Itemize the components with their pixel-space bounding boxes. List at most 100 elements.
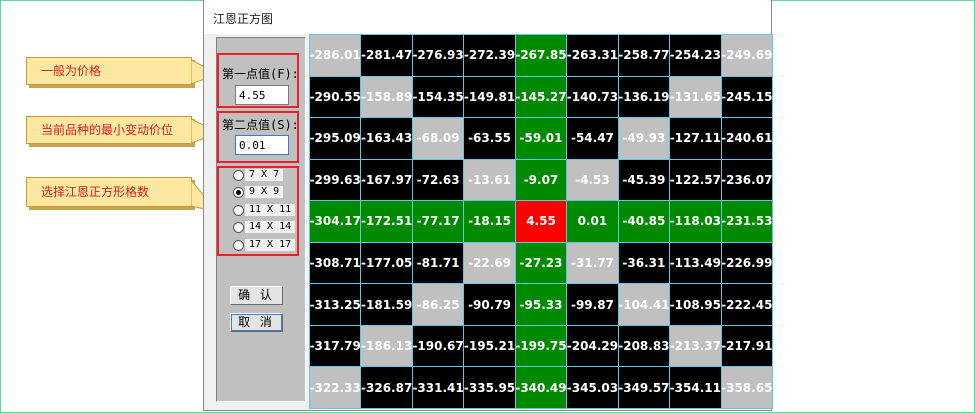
grid-cell: -231.53	[721, 201, 772, 242]
cancel-button[interactable]: 取 消	[230, 313, 283, 332]
grid-cell: -140.73	[567, 76, 618, 118]
grid-cell: -177.05	[361, 242, 412, 284]
grid-cell: -45.39	[618, 159, 670, 201]
second-point-input[interactable]	[235, 135, 289, 155]
second-point-group: 第二点值(S):	[217, 111, 299, 163]
grid-cell: -18.15	[464, 201, 515, 242]
radio-17x17[interactable]: 17 X 17	[233, 238, 296, 252]
grid-cell: 0.01	[567, 201, 618, 242]
callout-grid-size: 选择江恩正方形格数	[26, 177, 192, 207]
grid-cell: -290.55	[310, 76, 361, 118]
grid-cell: -304.17	[310, 201, 361, 242]
grid-cell: -236.07	[721, 159, 772, 201]
grid-cell: -158.89	[361, 76, 412, 118]
grid-cell: -86.25	[412, 284, 464, 325]
grid-size-radio-group: 7 X 7 9 X 9 11 X 11 14 X 14 17 X 17	[217, 166, 299, 256]
grid-cell: -118.03	[670, 201, 721, 242]
radio-9x9[interactable]: 9 X 9	[233, 185, 284, 199]
grid-cell: -131.65	[670, 76, 721, 118]
grid-cell: -22.69	[464, 242, 515, 284]
grid-cell: -95.33	[515, 284, 567, 325]
second-point-label: 第二点值(S):	[222, 118, 299, 132]
grid-cell: -99.87	[567, 284, 618, 325]
radio-button-icon	[233, 221, 244, 233]
radio-button-icon	[233, 239, 244, 251]
grid-cell: -154.35	[412, 76, 464, 118]
grid-cell: -335.95	[464, 367, 515, 408]
grid-cell: -354.11	[670, 367, 721, 408]
grid-cell: -163.43	[361, 118, 412, 159]
grid-cell: -145.27	[515, 76, 567, 118]
grid-cell: -54.47	[567, 118, 618, 159]
grid-cell: -49.93	[618, 118, 670, 159]
grid-cell: -104.41	[618, 284, 670, 325]
grid-cell: -326.87	[361, 367, 412, 408]
grid-cell: -204.29	[567, 325, 618, 367]
grid-cell: -295.09	[310, 118, 361, 159]
grid-cell: -308.71	[310, 242, 361, 284]
grid-cell: -13.61	[464, 159, 515, 201]
radio-7x7[interactable]: 7 X 7	[233, 168, 284, 182]
grid-cell: 4.55	[515, 201, 567, 242]
grid-cell: -36.31	[618, 242, 670, 284]
radio-14x14[interactable]: 14 X 14	[233, 220, 296, 234]
grid-cell: -9.07	[515, 159, 567, 201]
radio-11x11[interactable]: 11 X 11	[233, 203, 296, 217]
grid-cell: -167.97	[361, 159, 412, 201]
callout-price: 一般为价格	[26, 57, 192, 85]
grid-cell: -172.51	[361, 201, 412, 242]
grid-cell: -190.67	[412, 325, 464, 367]
radio-button-icon	[233, 204, 244, 216]
grid-cell: -90.79	[464, 284, 515, 325]
grid-cell: -276.93	[412, 35, 464, 76]
title-bar: 江恩正方图	[204, 0, 771, 34]
grid-cell: -199.75	[515, 325, 567, 367]
grid-cell: -40.85	[618, 201, 670, 242]
first-point-group: 第一点值(F):	[217, 53, 299, 108]
grid-cell: -254.23	[670, 35, 721, 76]
grid-cell: -181.59	[361, 284, 412, 325]
grid-cell: -222.45	[721, 284, 772, 325]
ok-button[interactable]: 确 认	[230, 286, 283, 305]
grid-cell: -340.49	[515, 367, 567, 408]
grid-cell: -245.15	[721, 76, 772, 118]
gann-square-dialog: 江恩正方图 第一点值(F): 第二点值(S): 7 X 7 9 X 9 11 X…	[203, 0, 773, 411]
grid-cell: -31.77	[567, 242, 618, 284]
radio-label: 17 X 17	[245, 239, 296, 251]
radio-label: 14 X 14	[245, 221, 296, 233]
grid-cell: -299.63	[310, 159, 361, 201]
first-point-label: 第一点值(F):	[222, 67, 299, 81]
radio-label: 11 X 11	[245, 204, 296, 216]
grid-cell: -149.81	[464, 76, 515, 118]
grid-cell: -4.53	[567, 159, 618, 201]
radio-button-checked-icon	[233, 186, 244, 198]
grid-cell: -263.31	[567, 35, 618, 76]
radio-label: 7 X 7	[245, 169, 284, 181]
grid-cell: -345.03	[567, 367, 618, 408]
callout-min-tick: 当前品种的最小变动价位	[26, 116, 192, 144]
grid-cell: -27.23	[515, 242, 567, 284]
grid-cell: -113.49	[670, 242, 721, 284]
grid-cell: -136.19	[618, 76, 670, 118]
grid-cell: -122.57	[670, 159, 721, 201]
grid-cell: -186.13	[361, 325, 412, 367]
grid-cell: -240.61	[721, 118, 772, 159]
grid-cell: -317.79	[310, 325, 361, 367]
grid-cell: -59.01	[515, 118, 567, 159]
window-title: 江恩正方图	[213, 12, 274, 26]
grid-cell: -68.09	[412, 118, 464, 159]
grid-cell: -195.21	[464, 325, 515, 367]
grid-cell: -358.65	[721, 367, 772, 408]
first-point-input[interactable]	[235, 85, 289, 105]
grid-cell: -258.77	[618, 35, 670, 76]
grid-cell: -63.55	[464, 118, 515, 159]
grid-cell: -127.11	[670, 118, 721, 159]
grid-cell: -249.69	[721, 35, 772, 76]
grid-cell: -72.63	[412, 159, 464, 201]
grid-cell: -213.37	[670, 325, 721, 367]
grid-cell: -313.25	[310, 284, 361, 325]
gann-square-grid: -286.01 -281.47 -276.93 -272.39 -267.85 -263.…	[309, 34, 773, 409]
grid-cell: -77.17	[412, 201, 464, 242]
grid-cell: -331.41	[412, 367, 464, 408]
grid-cell: -108.95	[670, 284, 721, 325]
